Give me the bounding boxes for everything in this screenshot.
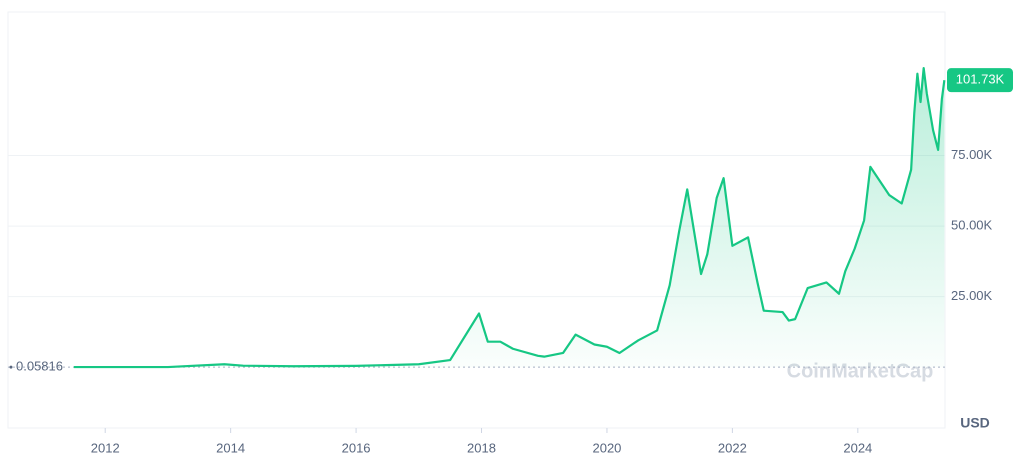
start-dot — [9, 365, 13, 369]
y-tick-label: 50.00K — [951, 218, 993, 233]
x-tick-label: 2022 — [718, 440, 747, 455]
y-tick-label: 25.00K — [951, 288, 993, 303]
x-tick-label: 2020 — [592, 440, 621, 455]
x-tick-label: 2014 — [216, 440, 245, 455]
last-price-label: 101.73K — [956, 72, 1005, 87]
start-price-label: 0.05816 — [16, 359, 63, 374]
x-tick-label: 2016 — [342, 440, 371, 455]
area — [73, 68, 945, 368]
plot-frame — [7, 11, 946, 429]
x-tick-label: 2012 — [91, 440, 120, 455]
x-tick-label: 2024 — [843, 440, 872, 455]
y-unit: USD — [960, 415, 990, 431]
price-line — [73, 67, 946, 369]
y-tick-label: 75.00K — [951, 147, 993, 162]
x-tick-label: 2018 — [467, 440, 496, 455]
last-price-badge — [947, 68, 1013, 93]
